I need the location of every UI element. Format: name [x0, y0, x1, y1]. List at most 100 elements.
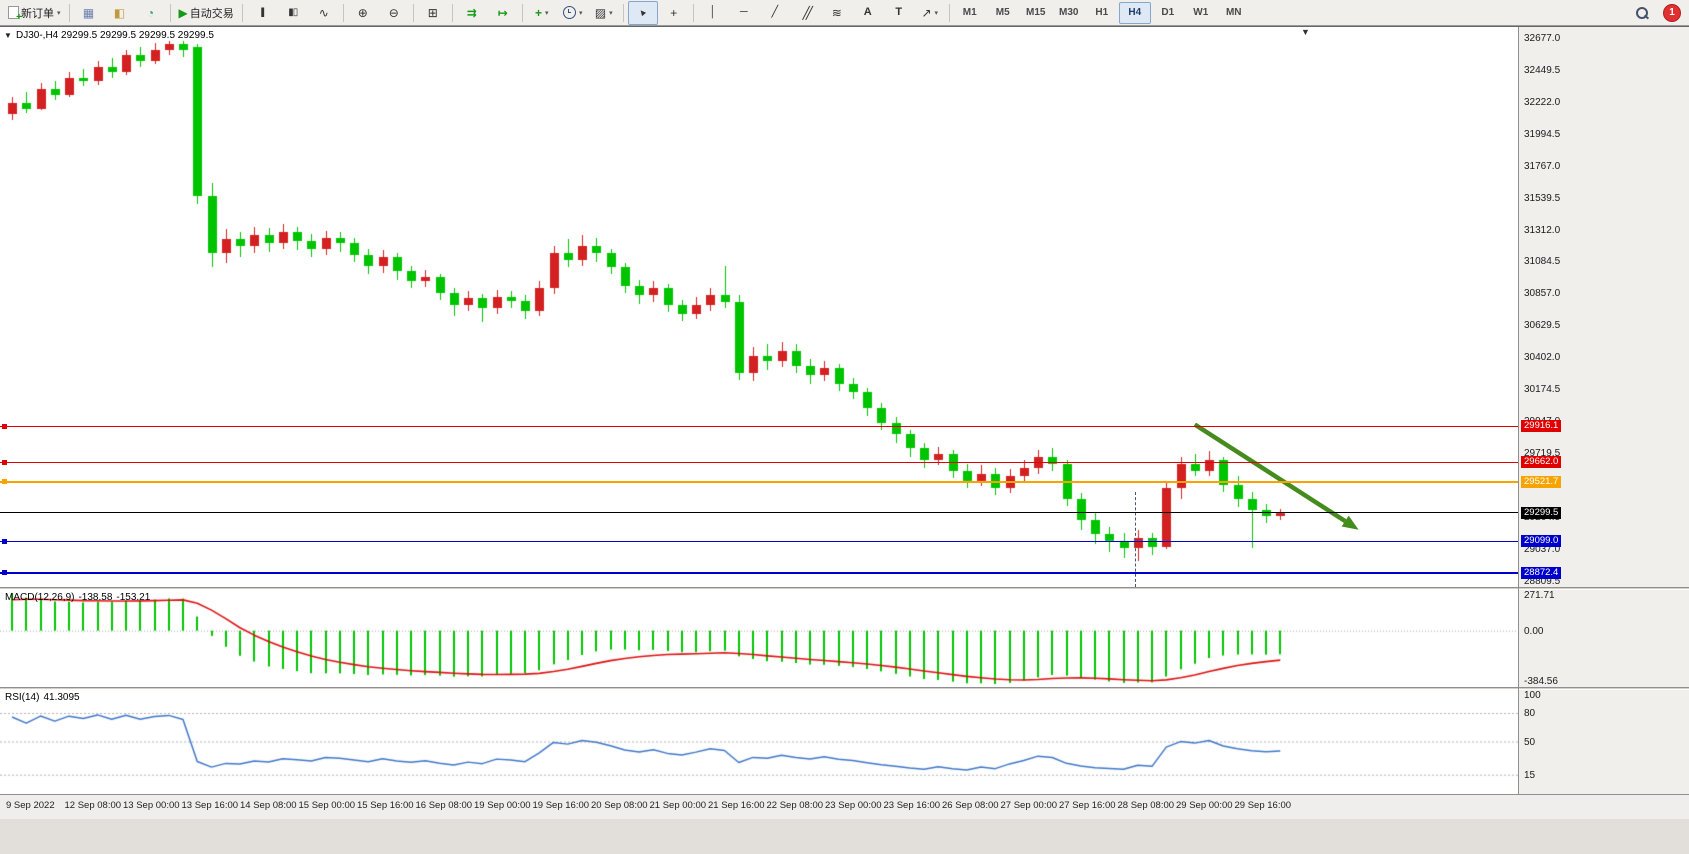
toolbar-separator [68, 3, 70, 22]
line-handle[interactable] [2, 459, 7, 465]
autotrading-label: 自动交易 [189, 7, 234, 20]
rsi-axis-label: 100 [1524, 690, 1541, 701]
periods-button[interactable]: ▾ [558, 1, 588, 25]
templates-button[interactable]: ▨ ▾ [589, 1, 619, 25]
toolbar-separator [692, 3, 694, 22]
vline-icon: │ [709, 6, 717, 18]
crosshair-button[interactable]: + [659, 1, 689, 25]
time-tick: 20 Sep 08:00 [591, 800, 648, 811]
vertical-line-button[interactable]: │ [698, 1, 728, 25]
auto-scroll-button[interactable]: ⇉ [457, 1, 487, 25]
quarter-circle-icon: ◔ [146, 5, 155, 20]
candlestick-canvas[interactable] [0, 27, 1518, 587]
text-label-button[interactable]: T [884, 1, 914, 25]
fibonacci-button[interactable]: ≋ [822, 1, 852, 25]
rsi-pane: RSI(14) 41.3095 [0, 690, 1518, 794]
main-toolbar: 新订单▾▦◧◔▶自动交易|||▮▯∿⊕⊖⊞⇉↦+▾▾▨▾▲+│─╱╱╱≋AT↗▾… [0, 0, 1689, 26]
price-tick: 31767.0 [1524, 160, 1561, 172]
new-order-button[interactable]: 新订单▾ [4, 1, 65, 25]
macd-axis[interactable]: 271.71 0.00 -384.56 [1519, 590, 1689, 687]
notifications-badge[interactable]: 1 [1663, 3, 1681, 22]
time-tick: 12 Sep 08:00 [64, 800, 122, 811]
price-tick: 30174.5 [1524, 384, 1561, 396]
macd-axis-label: 0.00 [1524, 625, 1544, 637]
text-button[interactable]: A [853, 1, 883, 25]
autotrading-button[interactable]: ▶ 自动交易 [175, 1, 238, 25]
arrow-tools-button[interactable]: ↗ ▾ [915, 1, 945, 25]
chart-window-button[interactable]: ▦ [74, 1, 104, 25]
horizontal-line-29916.1[interactable] [0, 423, 1518, 429]
time-tick: 29 Sep 16:00 [1234, 800, 1292, 811]
chevron-down-icon: ▾ [545, 9, 549, 17]
price-level-label: 29916.1 [1521, 420, 1562, 433]
cursor-button[interactable]: ▲ [627, 0, 658, 25]
trendline-button[interactable]: ╱ [760, 1, 790, 25]
toolbar-right: 1 [1627, 1, 1685, 25]
time-tick: 19 Sep 16:00 [532, 800, 590, 811]
horizontal-line-29662.0[interactable] [0, 459, 1518, 465]
price-tick: 31994.5 [1524, 128, 1561, 140]
vertical-line-object[interactable] [1135, 491, 1136, 587]
indicators-button[interactable]: + ▾ [527, 1, 557, 25]
pane-splitter[interactable] [0, 587, 1689, 590]
line-handle[interactable] [2, 538, 7, 544]
price-tick: 29719.5 [1524, 448, 1561, 460]
line-handle[interactable] [2, 423, 7, 429]
pane-splitter[interactable] [0, 687, 1689, 690]
plus-circle-icon: ⊕ [357, 5, 368, 20]
zoom-in-button[interactable]: ⊕ [348, 1, 378, 25]
time-axis[interactable]: 9 Sep 2022 12 Sep 08:00 13 Sep 00:00 13 Sep… [0, 794, 1518, 819]
equidistant-channel-button[interactable]: ╱╱ [791, 1, 821, 25]
toolbar-separator [169, 3, 171, 22]
chart-shift-button[interactable]: ↦ [488, 1, 518, 25]
rsi-label: RSI(14) 41.3095 [5, 692, 80, 703]
chart-shift-marker[interactable]: ▼ [1301, 27, 1310, 37]
timeframe-button-D1[interactable]: D1 [1161, 7, 1175, 18]
rsi-canvas[interactable] [0, 690, 1518, 794]
horizontal-line-29521.7[interactable] [0, 479, 1518, 485]
price-tick: 31312.0 [1524, 224, 1561, 236]
price-tick: 30629.5 [1524, 320, 1561, 332]
price-tick: 30402.0 [1524, 352, 1561, 364]
time-tick: 14 Sep 08:00 [240, 800, 297, 811]
time-tick: 27 Sep 16:00 [1059, 800, 1116, 811]
rsi-axis[interactable]: 100 80 50 15 [1519, 690, 1689, 794]
bar-chart-button[interactable]: ||| [247, 1, 277, 25]
horizontal-line-29099.0[interactable] [0, 538, 1518, 544]
half-square-icon: ◧ [113, 5, 126, 20]
arrow-ne-icon: ↗ [921, 5, 932, 20]
timeframe-button-W1[interactable]: W1 [1193, 7, 1209, 18]
toolbar-separator [948, 3, 950, 22]
line-chart-button[interactable]: ∿ [309, 1, 339, 25]
green-arrow-bar-icon: ↦ [497, 5, 508, 20]
horizontal-line-button[interactable]: ─ [729, 1, 759, 25]
timeframe-button-M1[interactable]: M1 [962, 7, 977, 18]
time-tick: 16 Sep 08:00 [415, 800, 473, 811]
pointer-icon: ▲ [635, 5, 650, 19]
candlestick-chart-button[interactable]: ▮▯ [278, 1, 308, 25]
timeframe-button-M15[interactable]: M15 [1026, 7, 1046, 18]
refresh-button[interactable]: ◔ [136, 1, 166, 25]
time-tick: 15 Sep 16:00 [357, 800, 414, 811]
line-handle[interactable] [2, 479, 7, 485]
line-handle[interactable] [2, 570, 7, 576]
timeframe-button-H4[interactable]: H4 [1118, 1, 1151, 24]
chevron-down-icon: ▾ [609, 9, 613, 17]
toolbar-separator [342, 3, 344, 22]
time-tick: 23 Sep 16:00 [883, 800, 941, 811]
horizontal-line-28872.4[interactable] [0, 570, 1518, 576]
tile-windows-button[interactable]: ⊞ [418, 1, 448, 25]
bars-icon: ||| [260, 6, 266, 18]
toolbar-separator [412, 3, 414, 22]
profiles-button[interactable]: ◧ [105, 1, 135, 25]
timeframe-button-M5[interactable]: M5 [995, 7, 1010, 18]
price-axis[interactable]: 32677.0 32449.5 32222.0 31994.5 31767.0 31539… [1519, 27, 1689, 587]
timeframe-button-H1[interactable]: H1 [1095, 7, 1109, 18]
search-button[interactable] [1627, 1, 1657, 25]
timeframe-button-MN[interactable]: MN [1225, 7, 1242, 18]
timeframe-button-M30[interactable]: M30 [1059, 7, 1079, 18]
one-click-trading-arrow[interactable]: ▼ [4, 31, 12, 40]
toolbar-separator [521, 3, 523, 22]
macd-canvas[interactable] [0, 590, 1518, 687]
zoom-out-button[interactable]: ⊖ [379, 1, 409, 25]
